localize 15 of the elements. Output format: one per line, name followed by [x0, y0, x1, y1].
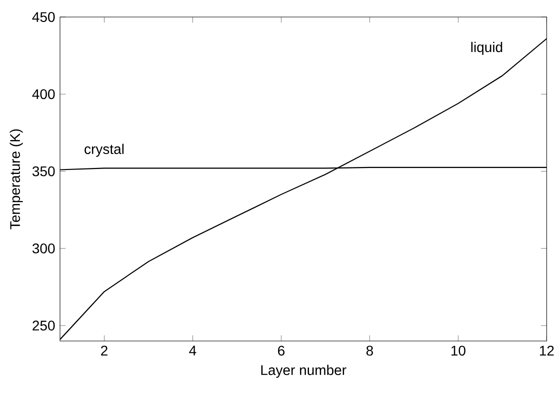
series-label: liquid: [471, 42, 502, 55]
x-tick-label: 12: [540, 346, 554, 356]
y-tick-label: 450: [32, 12, 55, 22]
x-tick-label: 2: [101, 346, 108, 356]
y-tick-label: 350: [32, 166, 55, 176]
x-axis-title: Layer number: [261, 364, 346, 378]
x-tick-label: 4: [189, 346, 196, 356]
y-tick-label: 250: [32, 320, 55, 331]
x-tick-label: 6: [278, 346, 284, 356]
x-tick-label: 8: [366, 346, 373, 356]
x-tick-label: 10: [451, 346, 466, 356]
y-axis-title: Temperature (K): [10, 129, 23, 230]
y-tick-label: 400: [32, 89, 55, 100]
series-label: crystal: [84, 144, 124, 157]
y-tick-label: 300: [32, 243, 55, 254]
